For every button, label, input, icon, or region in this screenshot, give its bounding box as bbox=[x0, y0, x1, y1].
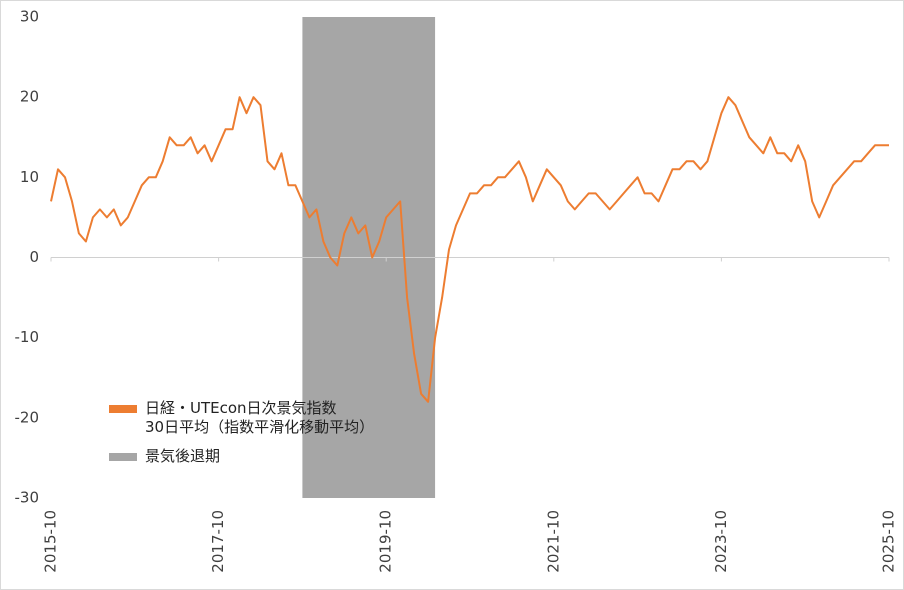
legend-swatch bbox=[109, 405, 137, 413]
legend-item: 日経・UTEcon日次景気指数 30日平均（指数平滑化移動平均） bbox=[109, 399, 374, 437]
x-tick-label: 2023-10 bbox=[712, 510, 730, 573]
series-line bbox=[50, 96, 889, 403]
legend-label: 日経・UTEcon日次景気指数 30日平均（指数平滑化移動平均） bbox=[145, 399, 375, 436]
legend-swatch bbox=[109, 453, 137, 461]
y-tick-label: 10 bbox=[20, 168, 39, 186]
legend-label: 景気後退期 bbox=[145, 447, 221, 465]
y-tick-label: -10 bbox=[15, 328, 40, 346]
y-tick-label: 0 bbox=[29, 248, 39, 266]
y-tick-label: -30 bbox=[15, 489, 40, 507]
x-tick-label: 2017-10 bbox=[209, 510, 227, 573]
x-tick-label: 2015-10 bbox=[42, 510, 60, 573]
x-tick-label: 2025-10 bbox=[880, 510, 898, 573]
x-tick-label: 2019-10 bbox=[377, 510, 395, 573]
x-tick-label: 2021-10 bbox=[544, 510, 562, 573]
y-tick-label: 30 bbox=[20, 8, 39, 26]
legend-item: 景気後退期 bbox=[109, 447, 374, 466]
legend: 日経・UTEcon日次景気指数 30日平均（指数平滑化移動平均） 景気後退期 bbox=[109, 399, 374, 476]
y-tick-label: 20 bbox=[20, 88, 39, 106]
y-tick-label: -20 bbox=[15, 408, 40, 426]
